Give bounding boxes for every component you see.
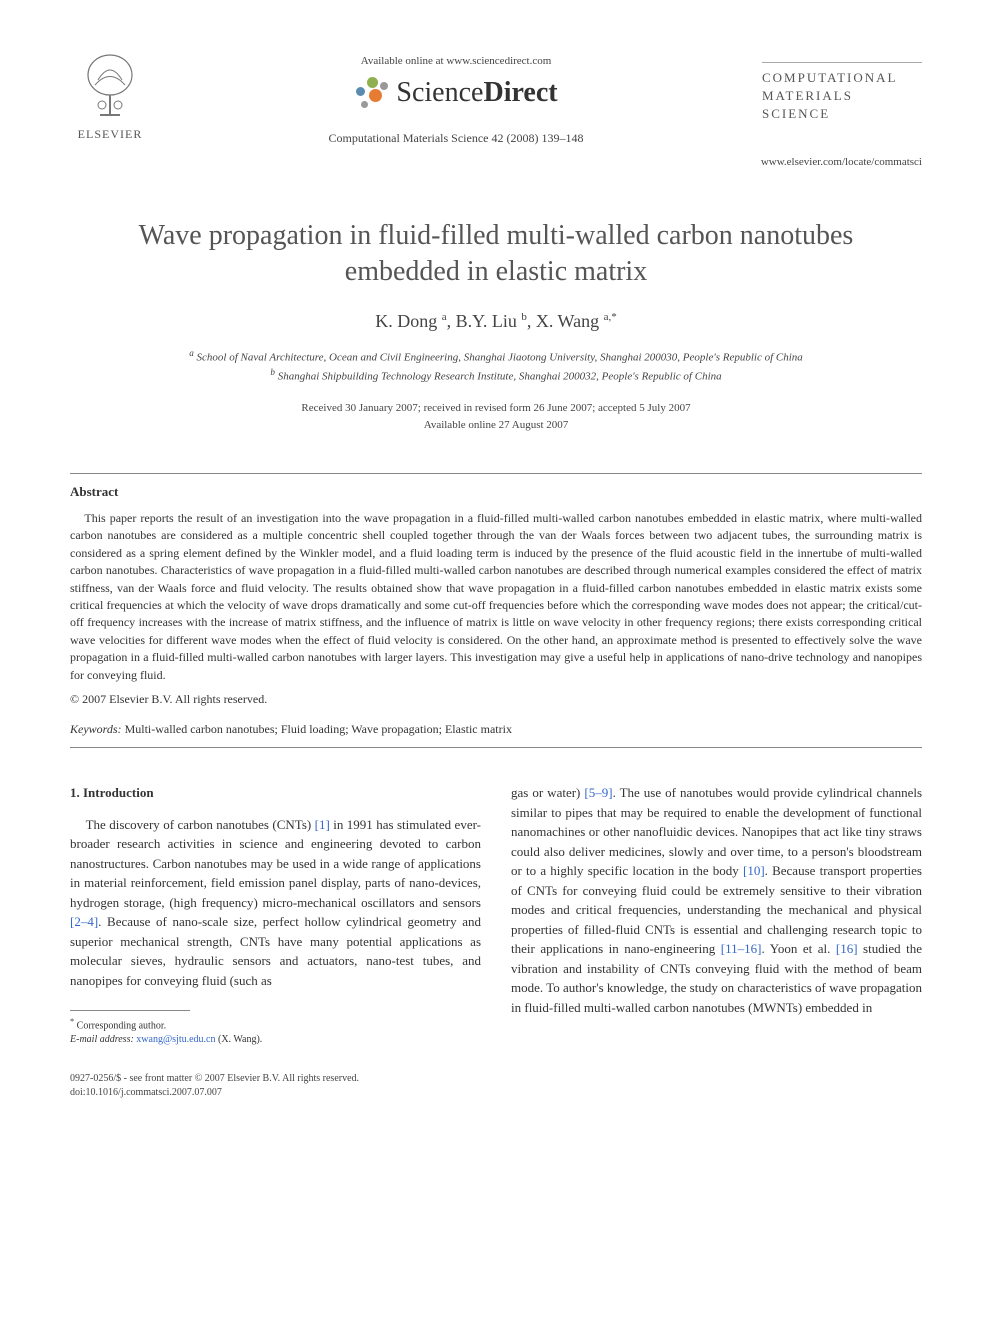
citation-line: Computational Materials Science 42 (2008… — [150, 131, 762, 146]
sciencedirect-icon — [354, 75, 390, 111]
ref-link-5-9[interactable]: [5–9] — [584, 785, 612, 800]
affiliation-b: Shanghai Shipbuilding Technology Researc… — [278, 371, 722, 383]
sciencedirect-logo: ScienceDirect — [150, 75, 762, 111]
email-link[interactable]: xwang@sjtu.edu.cn — [136, 1034, 215, 1045]
header-row: ELSEVIER Available online at www.science… — [70, 50, 922, 146]
keywords-text: Multi-walled carbon nanotubes; Fluid loa… — [125, 722, 512, 736]
elsevier-logo: ELSEVIER — [70, 50, 150, 142]
abstract-body: This paper reports the result of an inve… — [70, 510, 922, 684]
elsevier-label: ELSEVIER — [70, 127, 150, 142]
corresponding-author: Corresponding author. — [77, 1020, 166, 1031]
journal-url: www.elsevier.com/locate/commatsci — [70, 156, 922, 168]
authors: K. Dong a, B.Y. Liu b, X. Wang a,* — [70, 311, 922, 332]
keywords: Keywords: Multi-walled carbon nanotubes;… — [70, 722, 922, 737]
body-columns: 1. Introduction The discovery of carbon … — [70, 783, 922, 1047]
footer: 0927-0256/$ - see front matter © 2007 El… — [70, 1072, 922, 1100]
intro-para-left: The discovery of carbon nanotubes (CNTs)… — [70, 815, 481, 991]
journal-name-l1: COMPUTATIONAL — [762, 69, 922, 87]
journal-name-box: COMPUTATIONAL MATERIALS SCIENCE — [762, 50, 922, 124]
elsevier-tree-icon — [80, 50, 140, 120]
ref-link-2-4[interactable]: [2–4] — [70, 914, 98, 929]
ref-link-16[interactable]: [16] — [836, 941, 858, 956]
ref-link-10[interactable]: [10] — [743, 863, 765, 878]
sciencedirect-text: ScienceDirect — [396, 77, 557, 109]
column-left: 1. Introduction The discovery of carbon … — [70, 783, 481, 1047]
copyright: © 2007 Elsevier B.V. All rights reserved… — [70, 692, 922, 707]
email-label: E-mail address: — [70, 1034, 134, 1045]
affiliations: a School of Naval Architecture, Ocean an… — [70, 347, 922, 385]
section-1-heading: 1. Introduction — [70, 783, 481, 803]
keywords-label: Keywords: — [70, 722, 122, 736]
abstract-heading: Abstract — [70, 484, 922, 500]
journal-name-l3: SCIENCE — [762, 105, 922, 123]
footnote: * Corresponding author. E-mail address: … — [70, 1016, 481, 1047]
footer-line-2: doi:10.1016/j.commatsci.2007.07.007 — [70, 1086, 922, 1100]
rule-top — [70, 473, 922, 474]
affiliation-a: School of Naval Architecture, Ocean and … — [197, 351, 803, 363]
rule-bottom — [70, 747, 922, 748]
intro-para-right: gas or water) [5–9]. The use of nanotube… — [511, 783, 922, 1017]
journal-name-l2: MATERIALS — [762, 87, 922, 105]
center-header: Available online at www.sciencedirect.co… — [150, 50, 762, 146]
available-online-text: Available online at www.sciencedirect.co… — [150, 55, 762, 67]
column-right: gas or water) [5–9]. The use of nanotube… — [511, 783, 922, 1047]
footer-line-1: 0927-0256/$ - see front matter © 2007 El… — [70, 1072, 922, 1086]
ref-link-1[interactable]: [1] — [315, 817, 330, 832]
footnote-separator — [70, 1010, 190, 1011]
received-date: Received 30 January 2007; received in re… — [70, 400, 922, 417]
dates: Received 30 January 2007; received in re… — [70, 400, 922, 433]
online-date: Available online 27 August 2007 — [70, 417, 922, 434]
paper-title: Wave propagation in fluid-filled multi-w… — [110, 218, 882, 291]
email-suffix: (X. Wang). — [218, 1034, 262, 1045]
ref-link-11-16[interactable]: [11–16] — [721, 941, 762, 956]
